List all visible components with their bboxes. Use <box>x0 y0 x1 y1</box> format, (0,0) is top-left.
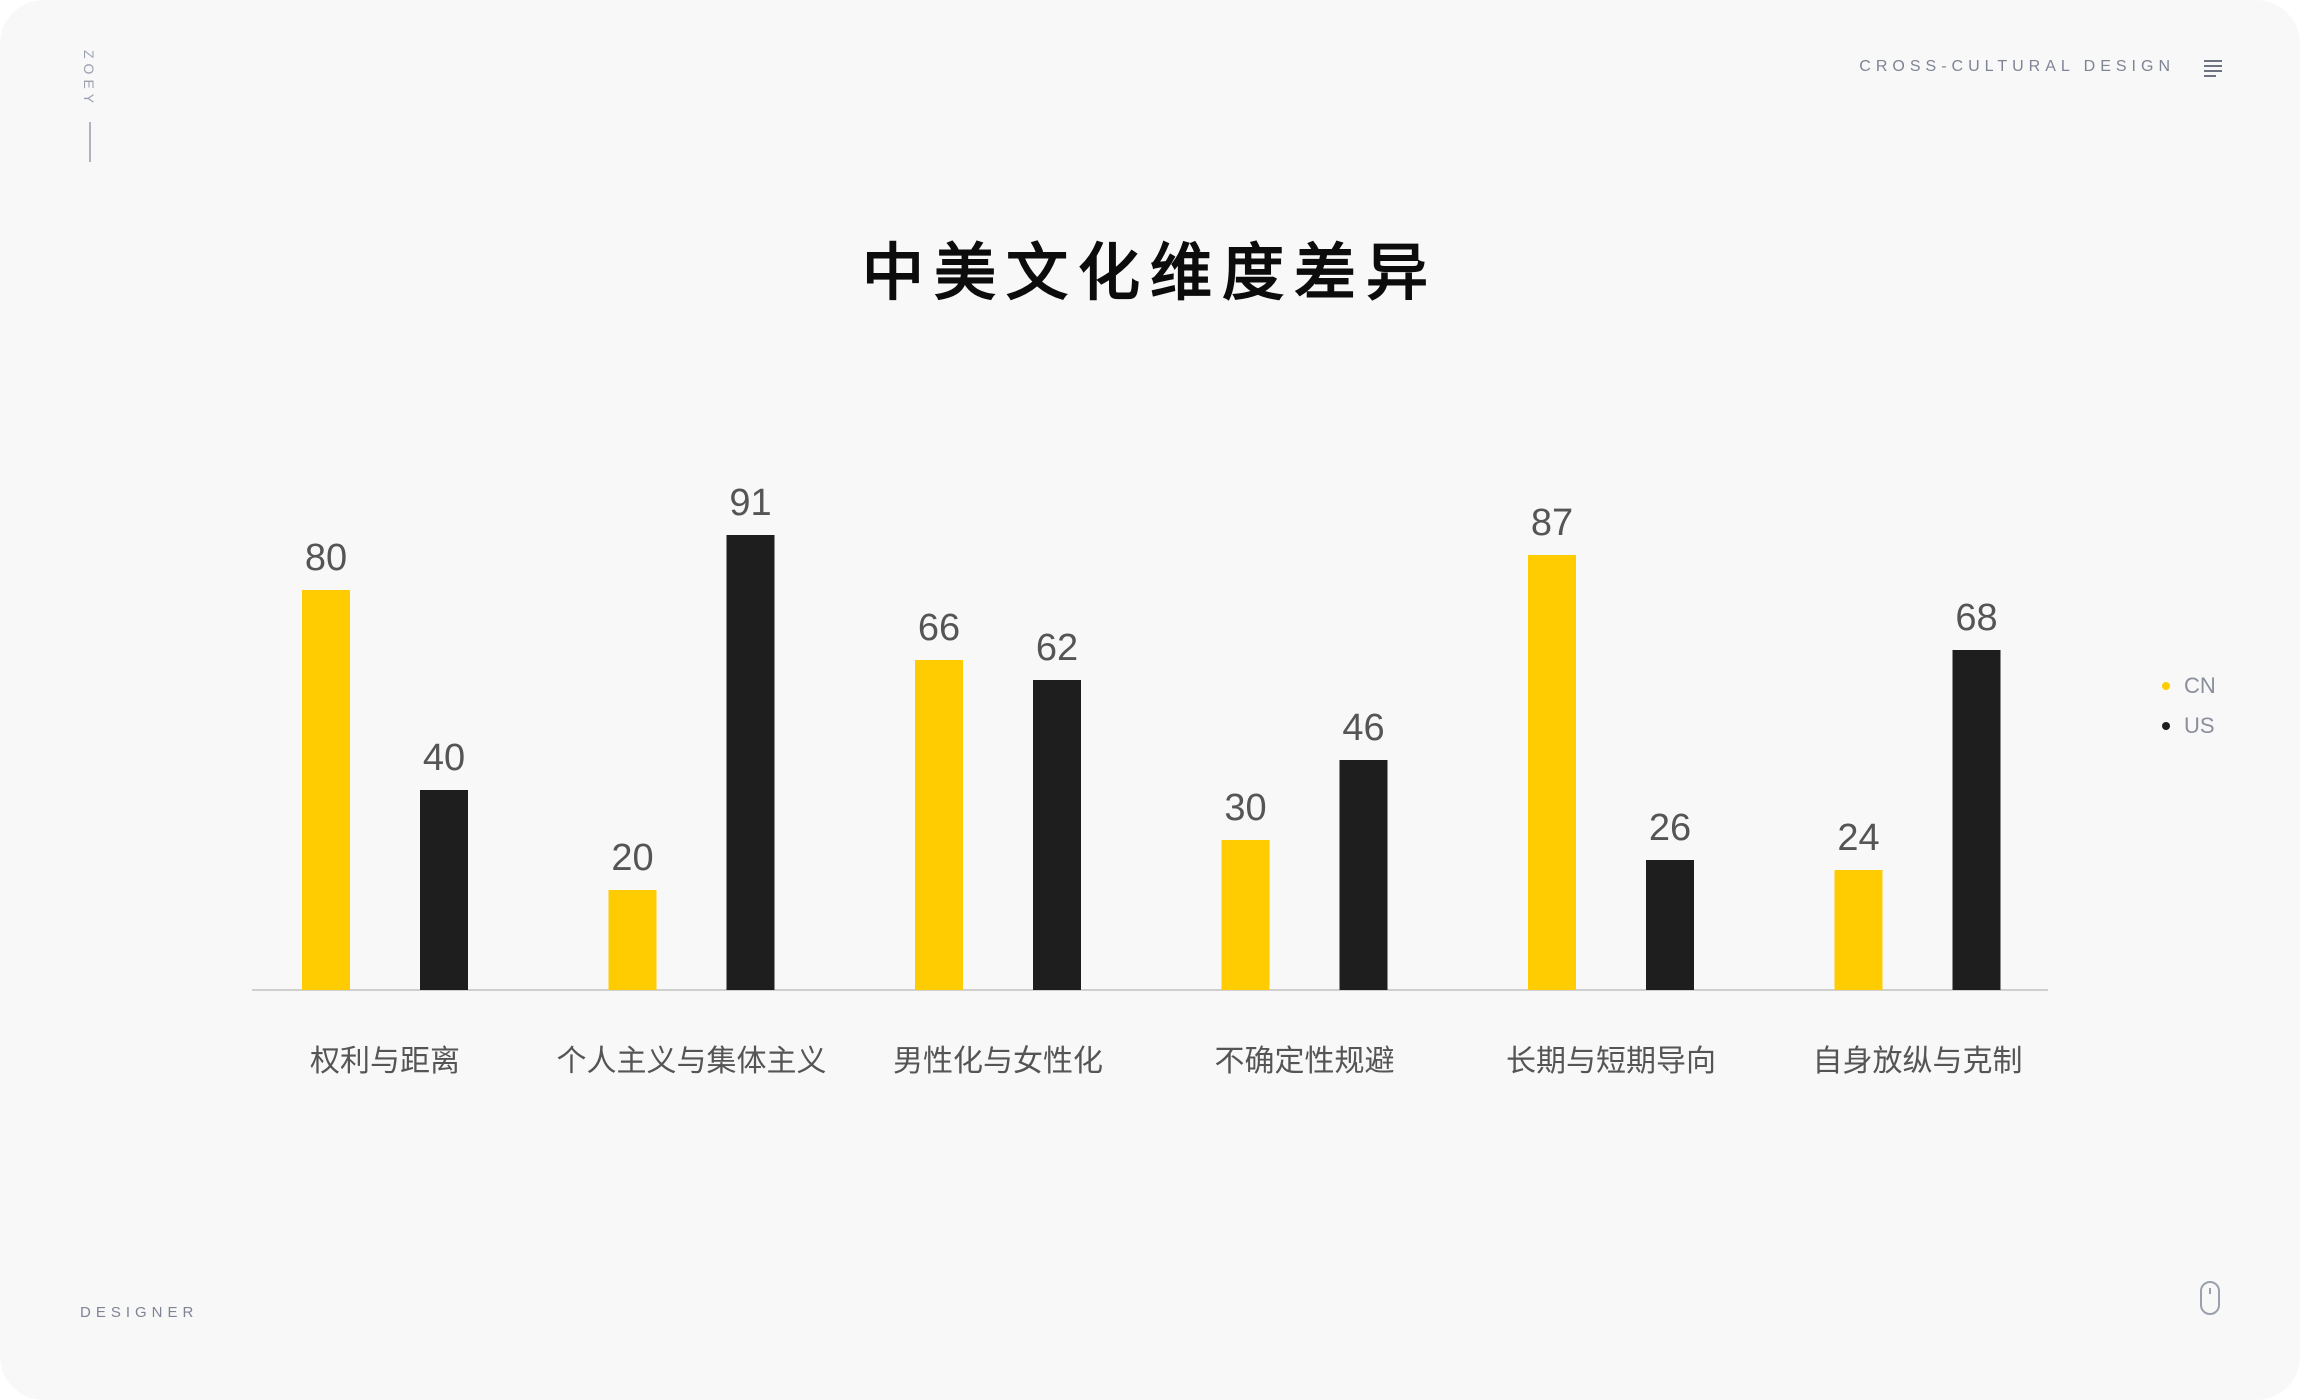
legend-label-us: US <box>2184 713 2215 738</box>
bar-cn-2 <box>608 890 657 990</box>
category-label-4: 不确定性规避 <box>1215 1044 1395 1079</box>
bar-cn-4 <box>1221 840 1270 990</box>
bar-cn-5 <box>1528 555 1576 990</box>
chart-legend: CN US <box>2162 666 2216 746</box>
category-label-6: 自身放纵与克制 <box>1813 1044 2023 1079</box>
legend-dot-us <box>2162 722 2170 730</box>
data-label-cn-5: 87 <box>1531 502 1573 544</box>
data-label-us-3: 62 <box>1036 627 1078 669</box>
category-label-3: 男性化与女性化 <box>893 1044 1103 1079</box>
data-label-cn-2: 20 <box>611 837 653 879</box>
data-label-cn-1: 80 <box>305 537 347 579</box>
legend-dot-cn <box>2162 682 2170 690</box>
bar-us-3 <box>1033 680 1081 990</box>
legend-label-cn: CN <box>2184 673 2216 698</box>
data-label-us-5: 26 <box>1649 807 1691 849</box>
category-label-2: 个人主义与集体主义 <box>557 1044 827 1079</box>
data-label-us-2: 91 <box>729 482 771 524</box>
bar-cn-3 <box>915 660 963 990</box>
bar-us-4 <box>1339 760 1388 990</box>
bar-cn-6 <box>1834 870 1883 990</box>
data-label-us-6: 68 <box>1955 597 1997 639</box>
legend-item-cn: CN <box>2162 666 2216 706</box>
category-label-1: 权利与距离 <box>310 1044 460 1079</box>
chart-title: 中美文化维度差异 <box>861 236 1438 309</box>
data-label-cn-4: 30 <box>1224 787 1266 829</box>
data-label-us-1: 40 <box>423 737 465 779</box>
category-label-5: 长期与短期导向 <box>1506 1044 1716 1079</box>
brand-divider <box>89 122 91 162</box>
bar-us-5 <box>1646 860 1694 990</box>
data-label-cn-3: 66 <box>918 607 960 649</box>
data-label-cn-6: 24 <box>1837 817 1879 859</box>
legend-item-us: US <box>2162 706 2216 746</box>
menu-icon[interactable] <box>2204 60 2222 77</box>
mouse-icon[interactable] <box>2198 1278 2222 1318</box>
bar-us-2 <box>726 535 775 990</box>
bar-us-6 <box>1952 650 2001 990</box>
footer-label: DESIGNER <box>80 1304 199 1321</box>
bar-us-1 <box>420 790 468 990</box>
brand-logo-text: ZOEY <box>81 50 97 109</box>
nav-label: CROSS-CULTURAL DESIGN <box>1859 58 2175 75</box>
bar-cn-1 <box>302 590 350 990</box>
data-label-us-4: 46 <box>1342 707 1384 749</box>
